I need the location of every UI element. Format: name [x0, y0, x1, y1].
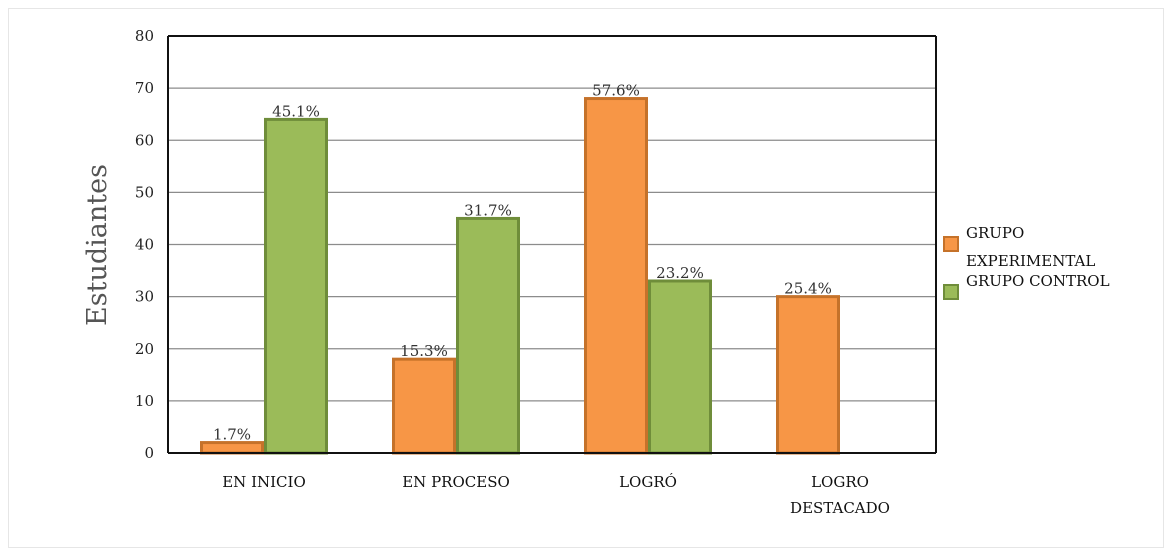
y-tick-label: 70	[135, 79, 154, 97]
data-label: 1.7%	[213, 426, 251, 444]
bar-control	[648, 279, 712, 455]
x-category-label: LOGRO	[811, 473, 869, 491]
y-tick-label: 10	[135, 392, 154, 410]
x-category-label: EN INICIO	[222, 473, 306, 491]
y-tick-label: 80	[135, 27, 154, 45]
y-tick-label: 30	[135, 288, 154, 306]
y-tick-label: 60	[135, 131, 154, 149]
legend-label: GRUPO CONTROL	[966, 272, 1110, 290]
bar-control	[264, 117, 328, 455]
x-category-label: LOGRÓ	[619, 473, 677, 491]
legend-label: EXPERIMENTAL	[966, 252, 1095, 270]
legend-label: GRUPO	[966, 224, 1024, 242]
y-axis-title: Estudiantes	[82, 164, 113, 326]
bar-experimental	[584, 97, 648, 455]
data-label: 31.7%	[464, 201, 512, 219]
data-label: 25.4%	[784, 280, 832, 298]
bar-experimental	[200, 441, 264, 455]
bar-experimental	[392, 357, 456, 455]
x-category-label: EN PROCESO	[402, 473, 510, 491]
y-tick-label: 40	[135, 236, 154, 254]
legend-swatch-experimental	[943, 236, 959, 252]
data-label: 15.3%	[400, 342, 448, 360]
data-label: 45.1%	[272, 102, 320, 120]
y-tick-label: 20	[135, 340, 154, 358]
data-label: 57.6%	[592, 82, 640, 100]
x-category-label: DESTACADO	[790, 499, 890, 517]
legend-swatch-control	[943, 284, 959, 300]
data-label: 23.2%	[656, 264, 704, 282]
y-tick-label: 50	[135, 183, 154, 201]
bar-control	[456, 216, 520, 455]
bar-experimental	[776, 295, 840, 455]
y-tick-label: 0	[144, 444, 154, 462]
